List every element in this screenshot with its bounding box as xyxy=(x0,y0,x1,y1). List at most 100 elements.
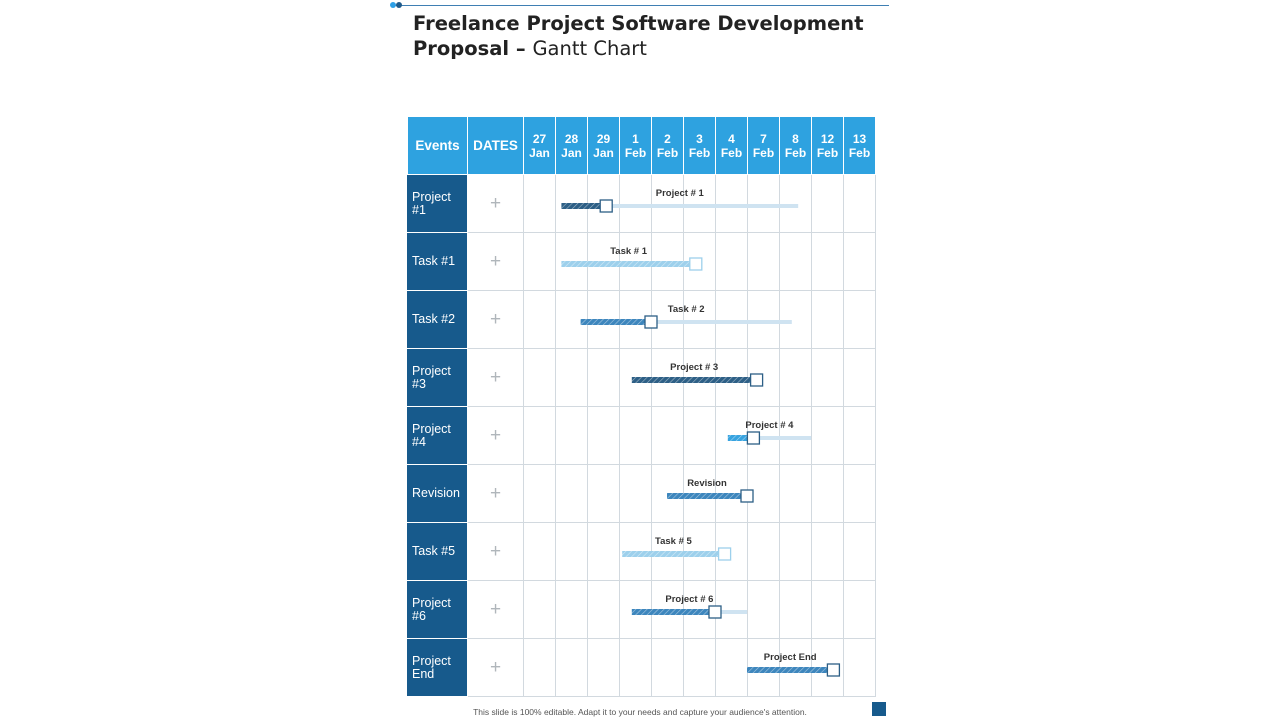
grid-cell xyxy=(843,406,876,465)
date-month: Feb xyxy=(816,145,839,160)
footer-square xyxy=(872,702,886,716)
date-day: 12 xyxy=(820,131,835,146)
date-month: Feb xyxy=(752,145,775,160)
table-row: Task #5 + xyxy=(407,522,876,581)
grid-cell xyxy=(587,638,620,697)
grid-cell xyxy=(683,174,716,233)
grid-cell xyxy=(779,464,812,523)
grid-cell xyxy=(523,464,556,523)
date-column-header: 2 Feb xyxy=(651,116,684,175)
grid-cell xyxy=(683,348,716,407)
events-header: Events xyxy=(407,116,468,175)
grid-cell xyxy=(779,638,812,697)
grid-cell xyxy=(683,522,716,581)
event-label-line2: #1 xyxy=(412,202,426,217)
add-date-button[interactable]: + xyxy=(467,580,524,639)
add-date-button[interactable]: + xyxy=(467,290,524,349)
event-label-line1: Project xyxy=(412,653,451,668)
event-label-line2: End xyxy=(412,666,435,681)
grid-cell xyxy=(523,580,556,639)
event-label-line1: Task #5 xyxy=(412,544,456,558)
event-label: Project End xyxy=(407,638,468,697)
date-month: Feb xyxy=(624,145,647,160)
grid-cell xyxy=(523,406,556,465)
grid-cell xyxy=(811,580,844,639)
grid-cell xyxy=(683,290,716,349)
date-column-header: 27 Jan xyxy=(523,116,556,175)
grid-cell xyxy=(779,406,812,465)
title-line1: Freelance Project Software Development xyxy=(413,12,864,35)
grid-cell xyxy=(715,522,748,581)
grid-cell xyxy=(651,464,684,523)
grid-cell xyxy=(747,580,780,639)
grid-cell xyxy=(747,522,780,581)
date-day: 28 xyxy=(564,131,579,146)
grid-cell xyxy=(587,232,620,291)
grid-cell xyxy=(779,174,812,233)
grid-cell xyxy=(747,638,780,697)
date-day: 1 xyxy=(632,131,639,146)
date-day: 2 xyxy=(664,131,671,146)
grid-cell xyxy=(523,522,556,581)
event-label: Project #1 xyxy=(407,174,468,233)
event-label-line2: #6 xyxy=(412,608,426,623)
date-month: Feb xyxy=(688,145,711,160)
grid-cell xyxy=(555,406,588,465)
grid-cell xyxy=(619,580,652,639)
grid-cell xyxy=(651,406,684,465)
event-label-line1: Project xyxy=(412,595,451,610)
table-row: Project #4 + xyxy=(407,406,876,465)
date-month: Jan xyxy=(561,145,582,160)
event-label: Revision xyxy=(407,464,468,523)
grid-cell xyxy=(587,464,620,523)
grid-cell xyxy=(523,348,556,407)
add-date-button[interactable]: + xyxy=(467,232,524,291)
grid-cell xyxy=(747,290,780,349)
grid-cell xyxy=(523,290,556,349)
table-row: Revision + xyxy=(407,464,876,523)
date-column-header: 4 Feb xyxy=(715,116,748,175)
event-label-line2: #3 xyxy=(412,376,426,391)
event-label: Project #3 xyxy=(407,348,468,407)
date-month: Jan xyxy=(593,145,614,160)
grid-cell xyxy=(683,464,716,523)
event-label: Task #1 xyxy=(407,232,468,291)
table-row: Task #2 + xyxy=(407,290,876,349)
add-date-button[interactable]: + xyxy=(467,348,524,407)
grid-cell xyxy=(811,348,844,407)
date-month: Feb xyxy=(656,145,679,160)
grid-cell xyxy=(555,232,588,291)
grid-cell xyxy=(715,406,748,465)
grid-cell xyxy=(811,290,844,349)
grid-cell xyxy=(619,174,652,233)
grid-cell xyxy=(843,580,876,639)
add-date-button[interactable]: + xyxy=(467,522,524,581)
grid-cell xyxy=(587,580,620,639)
grid-cell xyxy=(619,464,652,523)
top-rule xyxy=(392,5,889,6)
date-column-header: 1 Feb xyxy=(619,116,652,175)
grid-cell xyxy=(619,232,652,291)
add-date-button[interactable]: + xyxy=(467,174,524,233)
title-line2-rest: Gantt Chart xyxy=(532,37,647,60)
event-label-line1: Task #1 xyxy=(412,254,456,268)
grid-cell xyxy=(843,232,876,291)
add-date-button[interactable]: + xyxy=(467,464,524,523)
gantt-table: Events DATES 27 Jan 28 Jan 29 Jan 1 Feb 2 Feb… xyxy=(407,116,876,697)
add-date-button[interactable]: + xyxy=(467,638,524,697)
grid-cell xyxy=(715,638,748,697)
grid-cell xyxy=(555,290,588,349)
event-label: Project #4 xyxy=(407,406,468,465)
event-label-line1: Project xyxy=(412,189,451,204)
table-row: Project #3 + xyxy=(407,348,876,407)
grid-cell xyxy=(587,290,620,349)
date-month: Jan xyxy=(529,145,550,160)
date-column-header: 3 Feb xyxy=(683,116,716,175)
add-date-button[interactable]: + xyxy=(467,406,524,465)
dates-header: DATES xyxy=(467,116,524,175)
date-column-header: 28 Jan xyxy=(555,116,588,175)
event-label: Project #6 xyxy=(407,580,468,639)
grid-cell xyxy=(779,290,812,349)
grid-cell xyxy=(619,638,652,697)
grid-cell xyxy=(811,174,844,233)
